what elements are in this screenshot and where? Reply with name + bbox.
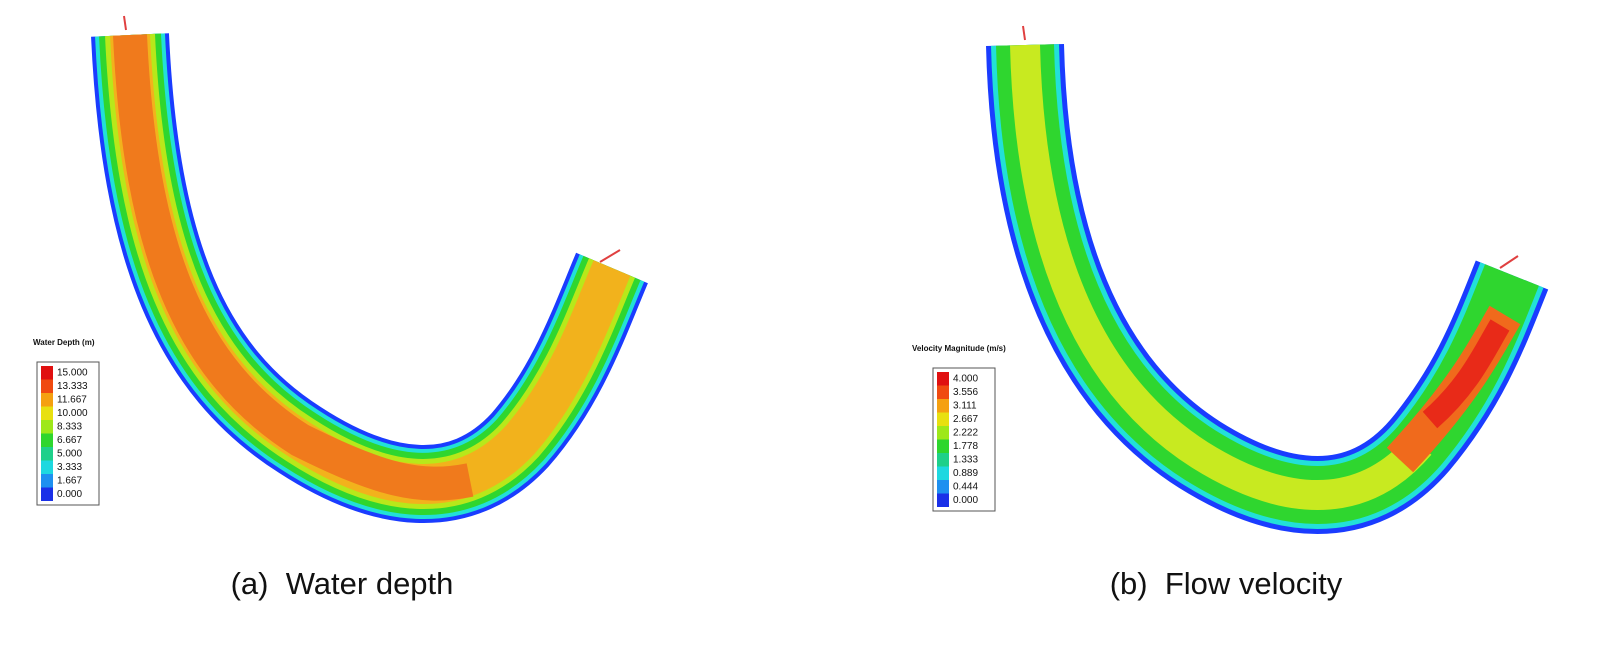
legend-swatch — [937, 493, 949, 507]
caption: (a) Water depth — [231, 566, 454, 601]
legend-label: 0.000 — [57, 489, 82, 500]
legend-swatch — [41, 433, 53, 447]
legend-label: 3.111 — [953, 400, 977, 411]
legend-label: 3.556 — [953, 387, 978, 398]
legend-label: 11.667 — [57, 394, 87, 405]
legend-swatch — [937, 466, 949, 480]
legend-title: Velocity Magnitude (m/s) — [912, 344, 1006, 353]
legend-label: 0.000 — [953, 495, 978, 506]
legend-swatch — [937, 426, 949, 440]
legend-label: 1.778 — [953, 441, 978, 452]
legend-label: 10.000 — [57, 408, 88, 419]
legend-label: 2.667 — [953, 414, 978, 425]
legend-label: 4.000 — [953, 373, 978, 384]
river-depth-map — [91, 15, 648, 523]
legend-swatch — [937, 480, 949, 494]
legend-swatch — [937, 372, 949, 386]
caption: (b) Flow velocity — [1110, 566, 1343, 601]
legend-label: 15.000 — [57, 367, 88, 378]
legend-label: 6.667 — [57, 435, 82, 446]
legend-swatch — [41, 393, 53, 407]
legend-swatch — [937, 399, 949, 413]
legend-swatch — [937, 412, 949, 426]
legend-swatch — [937, 385, 949, 399]
legend-title: Water Depth (m) — [33, 338, 95, 347]
legend-swatch — [41, 366, 53, 380]
legend-swatch — [41, 460, 53, 474]
legend-swatch — [41, 487, 53, 501]
river-velocity-map — [986, 25, 1549, 534]
legend-label: 3.333 — [57, 462, 82, 473]
legend-swatch — [41, 420, 53, 434]
legend-label: 8.333 — [57, 421, 82, 432]
legend-label: 5.000 — [57, 448, 82, 459]
legend-swatch — [41, 474, 53, 488]
legend-swatch — [937, 453, 949, 467]
legend-swatch — [937, 439, 949, 453]
legend-swatch — [41, 406, 53, 420]
legend-swatch — [41, 379, 53, 393]
legend-label: 2.222 — [953, 427, 978, 438]
legend-label: 13.333 — [57, 381, 88, 392]
legend-label: 1.333 — [953, 454, 978, 465]
legend-label: 0.889 — [953, 468, 978, 479]
legend-swatch — [41, 447, 53, 461]
legend-label: 0.444 — [953, 481, 978, 492]
legend-label: 1.667 — [57, 475, 82, 486]
